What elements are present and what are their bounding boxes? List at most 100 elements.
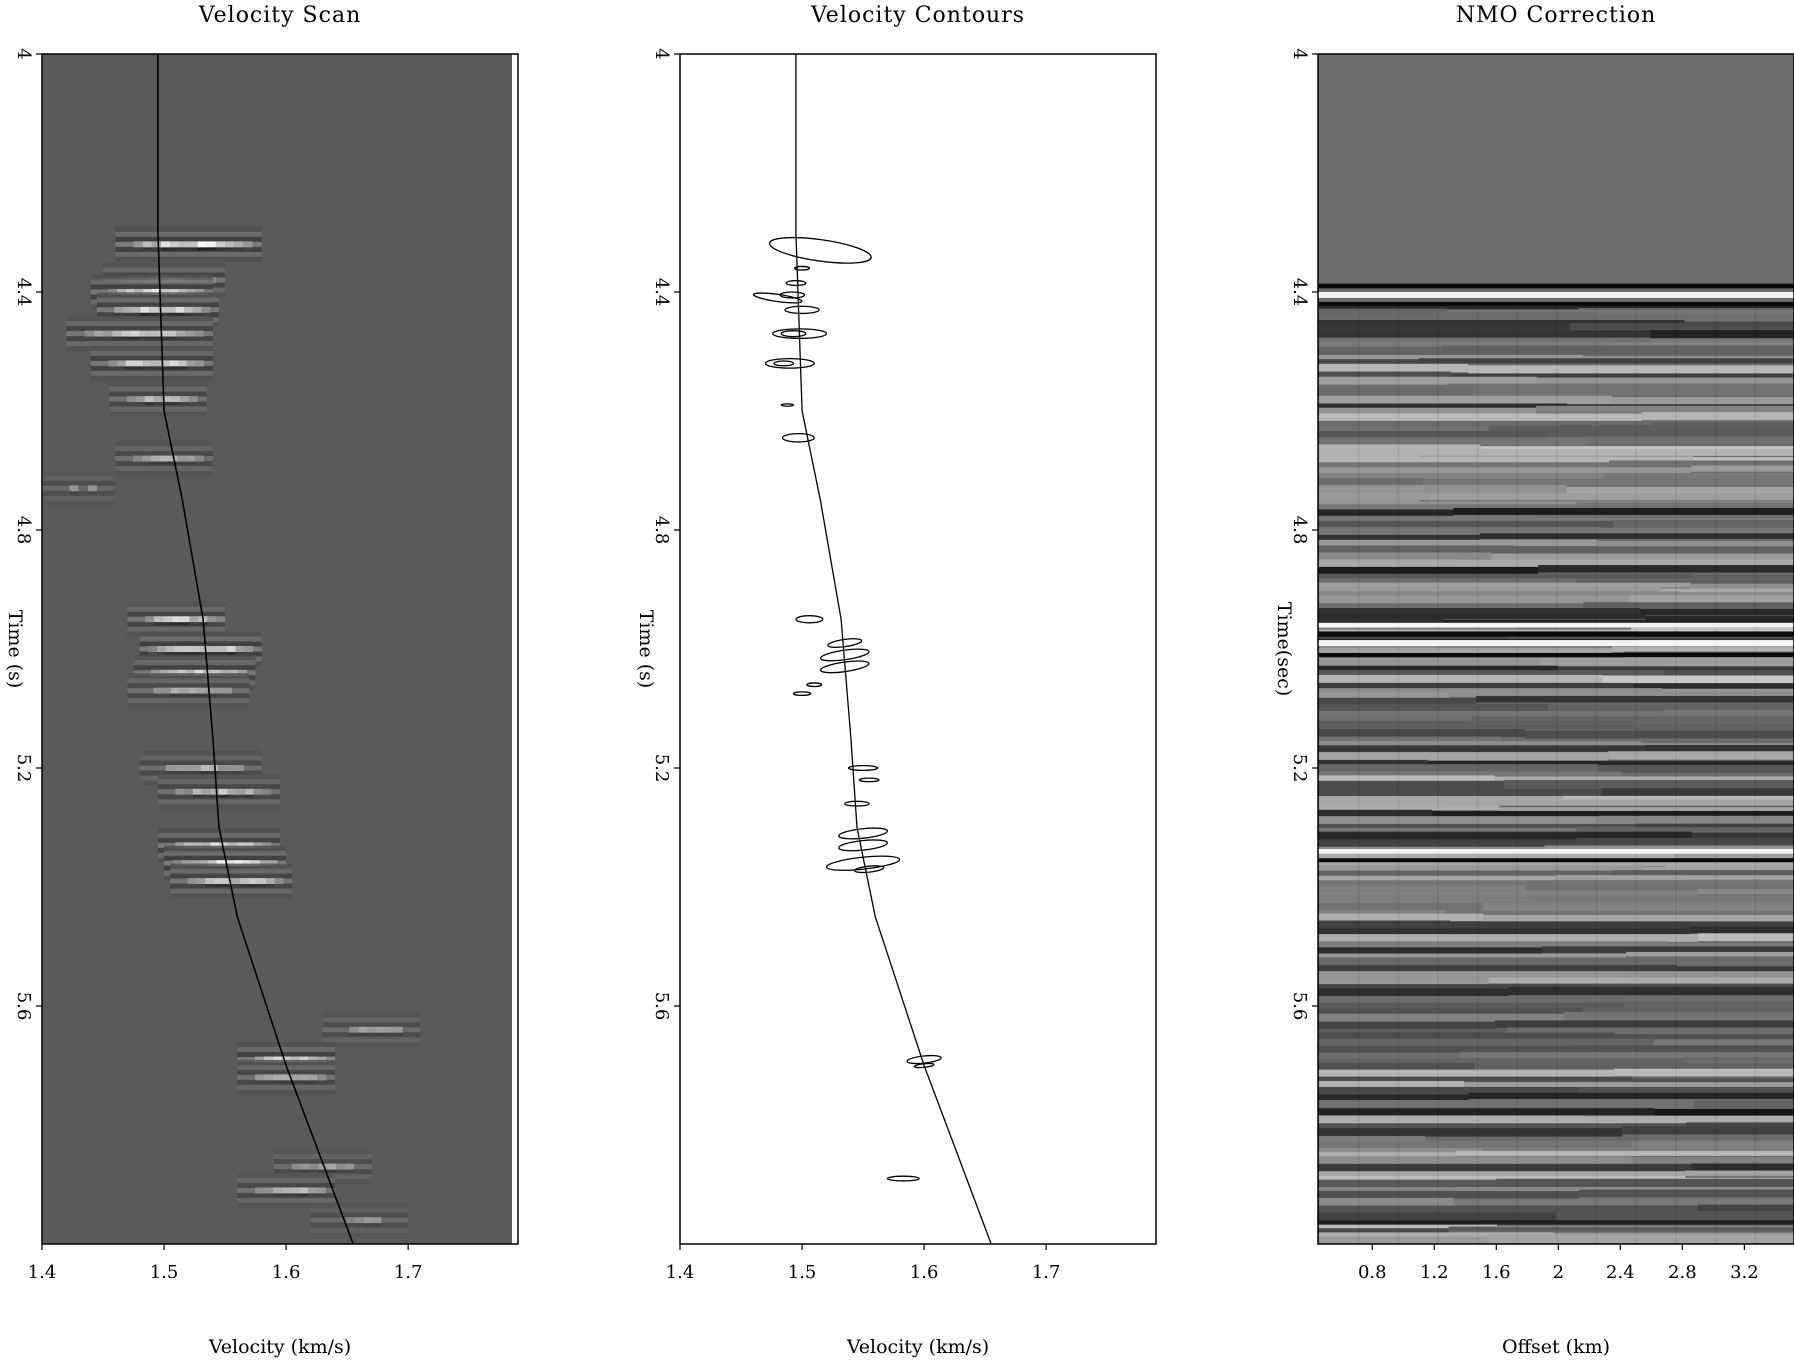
- semblance-stripe: [237, 1047, 335, 1053]
- trace-band: [1318, 363, 1469, 373]
- velocity-contour: [858, 777, 880, 783]
- trace-band: [1677, 966, 1794, 974]
- semblance-trough: [218, 794, 228, 798]
- semblance-stripe: [127, 606, 226, 612]
- trace-band: [1612, 342, 1794, 349]
- semblance-peak: [84, 330, 94, 337]
- trace-band: [1471, 716, 1794, 722]
- velocity-contour: [752, 292, 803, 304]
- semblance-trough: [171, 402, 181, 406]
- trace-band: [1318, 957, 1646, 966]
- semblance-event: [42, 470, 116, 506]
- trace-band: [1501, 738, 1794, 744]
- semblance-stripe: [237, 1052, 335, 1058]
- semblance-trough: [200, 652, 210, 655]
- semblance-trough: [244, 652, 253, 655]
- trace-band: [1420, 449, 1794, 456]
- semblance-peak: [207, 860, 217, 867]
- trace-band: [1488, 977, 1794, 984]
- trace-band: [1318, 1013, 1565, 1023]
- trace-band: [1585, 1115, 1794, 1125]
- semblance-peak: [367, 1026, 376, 1033]
- panel3-xlabel: Offset (km): [1502, 1336, 1610, 1358]
- trace-band: [1601, 788, 1794, 797]
- semblance-peak: [245, 842, 254, 849]
- semblance-peak: [167, 330, 177, 337]
- semblance-trough: [218, 771, 227, 774]
- reflector-event: [1318, 631, 1794, 637]
- semblance-trough: [346, 1223, 355, 1227]
- trace-band: [1422, 479, 1794, 488]
- trace-band: [1495, 1020, 1794, 1029]
- semblance-peak: [244, 646, 253, 652]
- trace-band: [1621, 772, 1794, 778]
- semblance-peak: [160, 289, 170, 295]
- velocity-contour: [764, 357, 815, 369]
- semblance-stripe: [139, 760, 262, 766]
- y-tick-label: 4.4: [1289, 278, 1310, 307]
- semblance-trough: [216, 622, 226, 626]
- trace-band: [1318, 928, 1691, 935]
- semblance-trough: [145, 622, 155, 626]
- semblance-peak: [185, 330, 195, 337]
- semblance-peak: [308, 1074, 318, 1081]
- semblance-trough: [188, 247, 198, 251]
- semblance-peak: [108, 360, 117, 367]
- trace-band: [1318, 745, 1645, 753]
- semblance-stripe: [157, 837, 280, 843]
- semblance-stripe: [273, 1149, 372, 1155]
- semblance-trough: [131, 312, 141, 316]
- reflector-event: [1318, 292, 1794, 298]
- semblance-stripe: [237, 1197, 335, 1203]
- semblance-peak: [200, 765, 210, 771]
- semblance-trough: [185, 336, 195, 340]
- trace-band: [1468, 1092, 1794, 1099]
- trace-band: [1613, 1068, 1794, 1077]
- semblance-stripe: [322, 1042, 421, 1048]
- semblance-trough: [183, 652, 192, 655]
- semblance-stripe: [103, 262, 226, 268]
- semblance-peak: [317, 1187, 327, 1194]
- panel-nmo-correction: NMO Correction 4 4.4 4.8 5.2 5.6 0.8 1.2 1.6 2 2…: [1273, 3, 1794, 1358]
- semblance-trough: [175, 312, 185, 316]
- semblance-trough: [308, 1080, 318, 1084]
- trace-band: [1318, 346, 1442, 356]
- semblance-trough: [108, 366, 117, 370]
- trace-band: [1318, 330, 1651, 339]
- trace-band: [1318, 582, 1690, 588]
- semblance-peak: [253, 788, 263, 795]
- semblance-peak: [263, 1187, 273, 1194]
- semblance-trough: [272, 1193, 282, 1197]
- semblance-trough: [327, 1169, 337, 1173]
- semblance-trough: [151, 247, 161, 251]
- semblance-peak: [212, 669, 221, 676]
- semblance-peak: [168, 669, 178, 676]
- semblance-trough: [194, 336, 204, 340]
- trace-band: [1473, 387, 1794, 396]
- semblance-peak: [150, 669, 160, 676]
- semblance-peak: [165, 646, 175, 652]
- semblance-trough: [123, 312, 132, 316]
- semblance-event: [310, 1202, 409, 1238]
- semblance-peak: [126, 396, 136, 403]
- trace-band: [1318, 799, 1451, 806]
- semblance-peak: [346, 1217, 355, 1224]
- semblance-trough: [125, 366, 135, 370]
- trace-band: [1318, 1080, 1465, 1088]
- semblance-peak: [191, 765, 201, 771]
- trace-band: [1318, 312, 1597, 321]
- trace-band: [1482, 1147, 1794, 1153]
- trace-band: [1446, 383, 1794, 389]
- semblance-stripe: [42, 480, 116, 486]
- trace-band: [1690, 465, 1794, 472]
- semblance-stripe: [322, 1012, 421, 1018]
- trace-band: [1318, 371, 1451, 378]
- panel1-edge-strip: [512, 54, 518, 1244]
- trace-band: [1318, 308, 1448, 313]
- semblance-trough: [234, 247, 244, 251]
- semblance-peak: [363, 1217, 373, 1224]
- trace-band: [1318, 716, 1472, 722]
- trace-band: [1318, 1175, 1686, 1181]
- semblance-trough: [291, 1169, 301, 1173]
- semblance-peak: [168, 455, 178, 462]
